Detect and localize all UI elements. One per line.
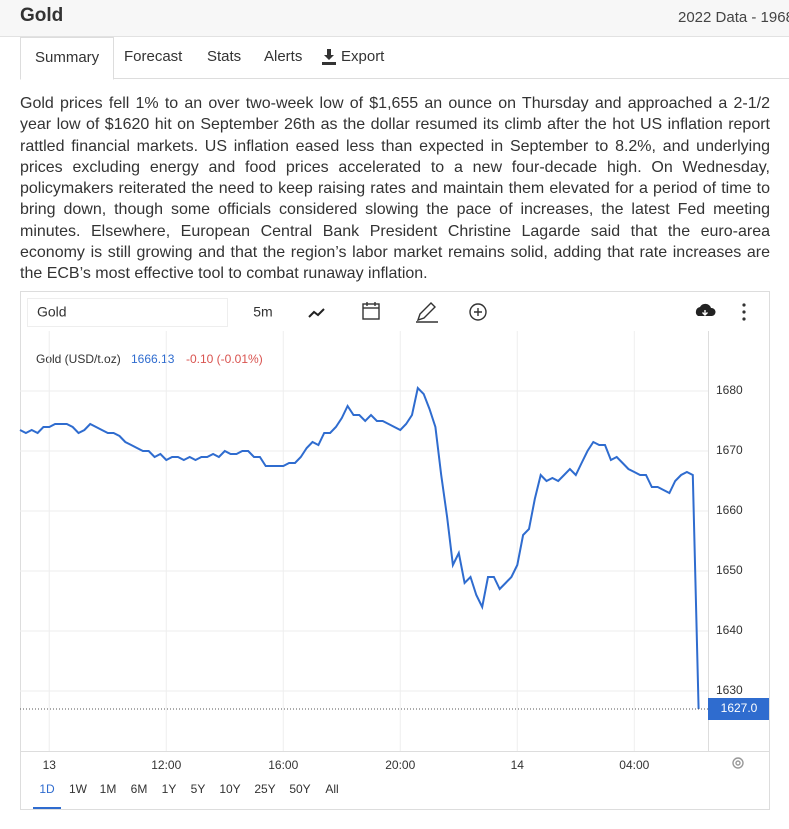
export-icon [322,49,336,65]
x-tick-label: 12:00 [151,758,181,772]
range-button[interactable]: 25Y [254,782,275,796]
y-tick-label: 1640 [716,623,743,637]
summary: Gold prices fell 1% to an over two-week … [20,95,770,283]
line-type-icon[interactable] [308,308,325,318]
tab[interactable]: Alerts [264,48,303,65]
symbol-input[interactable] [27,298,228,327]
header: Gold 2022 Data - 1968 [0,0,789,37]
range-button[interactable]: 1M [100,782,117,796]
x-tick-label: 20:00 [385,758,415,772]
interval[interactable]: 5m [253,304,272,320]
legend-name: Gold (USD/t.oz) [36,352,121,366]
legend-price: 1666.13 [131,352,175,366]
add-icon[interactable] [469,303,487,321]
last-price-label: 1627.0 [721,701,758,715]
symbol: Gold [37,304,67,320]
range-button[interactable]: 6M [131,782,148,796]
chart-box [20,291,770,810]
tabs: Summary Forecast Stats Alerts Export [20,37,789,80]
settings-icon[interactable] [732,757,744,769]
menu-icon[interactable] [742,303,746,321]
tab[interactable]: Stats [207,48,242,65]
y-tick-label: 1660 [716,503,743,517]
calendar-icon[interactable] [362,302,380,320]
range-button[interactable]: All [325,782,338,796]
x-tick-label: 14 [511,758,525,772]
range-button[interactable]: 50Y [289,782,310,796]
range-button[interactable]: 10Y [219,782,240,796]
tab[interactable]: Export [341,48,385,65]
draw-icon[interactable] [416,302,438,323]
range-button[interactable]: 1D [39,782,55,796]
range-button[interactable]: 1Y [162,782,177,796]
meta: 2022 Data - 1968 [678,9,789,26]
y-tick-label: 1650 [716,563,743,577]
range-button[interactable]: 1W [69,782,88,796]
cloud-icon[interactable] [695,303,716,316]
x-tick-label: 13 [43,758,57,772]
range-button[interactable]: 5Y [191,782,206,796]
last-price-box [708,698,769,720]
y-tick-label: 1630 [716,683,743,697]
tab[interactable]: Summary [20,37,115,80]
tab[interactable]: Forecast [124,48,183,65]
title: Gold [20,5,64,26]
x-tick-label: 16:00 [268,758,298,772]
x-tick-label: 04:00 [619,758,649,772]
legend-change: -0.10 (-0.01%) [186,352,263,366]
y-tick-label: 1680 [716,383,743,397]
cloud-arrow [702,310,708,316]
y-tick-label: 1670 [716,443,743,457]
price-line [19,385,700,710]
